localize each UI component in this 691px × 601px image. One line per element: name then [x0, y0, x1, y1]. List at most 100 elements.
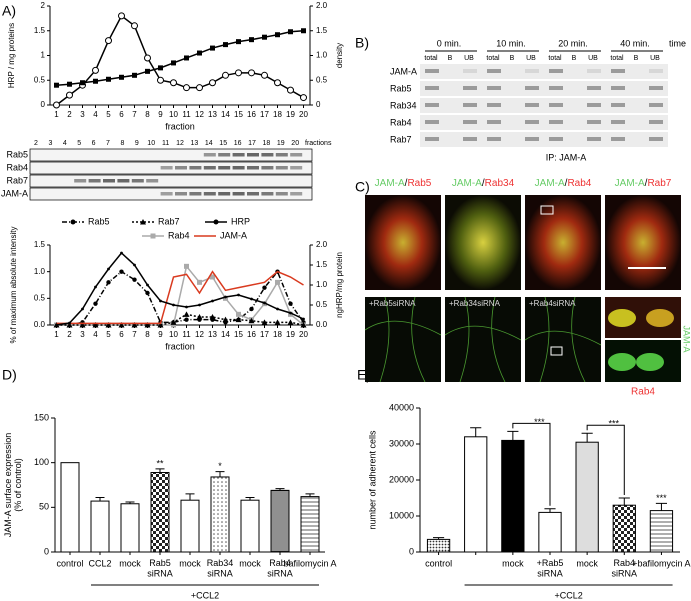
band	[203, 153, 216, 157]
band	[587, 137, 601, 141]
y-tick-label: 2	[41, 1, 46, 10]
legend-label: Rab4	[168, 230, 190, 240]
blot-row	[420, 64, 668, 79]
x-tick-label: mock	[576, 558, 598, 568]
x-tick-label: 7	[132, 110, 137, 119]
image-title: JAM-A/Rab7	[615, 178, 672, 189]
band	[175, 192, 187, 196]
time-label: 10 min.	[496, 38, 526, 48]
title-part: JAM-A	[452, 178, 482, 189]
blob	[608, 353, 636, 371]
band	[131, 179, 144, 183]
point	[170, 319, 177, 325]
image-title: JAM-A/Rab4	[535, 178, 592, 189]
y-tick-label: 150	[34, 412, 49, 422]
cell-outline	[524, 296, 602, 383]
point	[184, 317, 189, 322]
lane-label: total	[486, 55, 500, 62]
point	[222, 71, 229, 79]
point	[236, 39, 241, 45]
fraction-number: 13	[191, 140, 199, 147]
band	[487, 86, 501, 90]
band	[649, 137, 663, 141]
band	[611, 137, 625, 141]
point	[287, 319, 294, 325]
fraction-number: 2	[34, 140, 38, 147]
x-tick-label: 9	[158, 110, 163, 119]
point	[184, 263, 189, 269]
title-part: /	[565, 178, 568, 189]
x-tick-label: 19	[286, 330, 295, 339]
x-tick-label: 8	[145, 110, 150, 119]
point	[274, 319, 281, 325]
legend-label: Rab7	[158, 216, 180, 226]
point	[210, 45, 215, 51]
point	[184, 55, 189, 61]
band	[189, 192, 202, 196]
y-tick-label: 0.0	[34, 320, 46, 329]
y-axis-label: number of adherent cells	[367, 430, 377, 530]
bar	[575, 441, 599, 553]
lane-label: UB	[526, 55, 536, 62]
error-bar	[185, 493, 195, 501]
point	[171, 60, 176, 66]
point	[250, 297, 253, 301]
panel-label: A)	[2, 3, 16, 19]
point	[301, 28, 306, 34]
point	[197, 50, 202, 56]
error-bar	[655, 502, 667, 511]
y2-tick-label: 1.5	[316, 260, 328, 269]
fraction-number: 18	[263, 140, 271, 147]
error-bar	[155, 468, 165, 473]
x-tick-label: 6	[119, 110, 124, 119]
title-part: /	[405, 178, 408, 189]
title-part: Rab5	[407, 178, 431, 189]
x-tick-label: 1	[54, 110, 59, 119]
blot-row	[420, 115, 668, 130]
x-tick-label: 18	[273, 110, 282, 119]
band	[587, 86, 601, 90]
fraction-number: 12	[176, 140, 184, 147]
y2-tick-label: 1.5	[316, 26, 328, 35]
band	[549, 103, 563, 107]
fraction-number: 5	[77, 140, 81, 147]
band	[261, 153, 274, 157]
band	[611, 120, 625, 124]
x-axis-label: fraction	[165, 121, 195, 131]
lane-label: UB	[650, 55, 660, 62]
band	[463, 137, 477, 141]
x-tick-label: +bafilomycin A	[632, 558, 690, 568]
x-tick-label: control	[425, 558, 452, 568]
band	[549, 86, 563, 90]
bar	[240, 499, 260, 553]
blot-row	[420, 98, 668, 113]
band	[649, 103, 663, 107]
point	[158, 65, 163, 71]
y2-axis-label: density	[335, 43, 344, 68]
micrograph	[605, 195, 681, 290]
y-tick-label: 100	[34, 457, 49, 467]
title-part: /	[645, 178, 648, 189]
series-line	[56, 270, 305, 326]
y-tick-label: 0	[44, 546, 49, 556]
error-bar	[125, 501, 135, 504]
band	[525, 137, 539, 141]
significance: ***	[656, 493, 667, 503]
point	[146, 283, 149, 287]
y-tick-label: 30000	[389, 438, 414, 448]
point	[107, 267, 110, 271]
point	[274, 79, 281, 87]
y-tick-label: 1.0	[34, 267, 46, 276]
point	[92, 322, 99, 328]
point	[118, 322, 125, 328]
series-line	[56, 270, 304, 325]
band	[218, 166, 231, 170]
panel-label: D)	[2, 367, 17, 383]
blob	[636, 353, 664, 371]
x-tick-label: 18	[273, 330, 282, 339]
image-title: JAM-A/Rab5	[375, 178, 432, 189]
point	[183, 311, 190, 317]
lane-label: B	[448, 55, 453, 62]
bar	[60, 462, 80, 553]
x-tick-label: 19	[286, 110, 295, 119]
